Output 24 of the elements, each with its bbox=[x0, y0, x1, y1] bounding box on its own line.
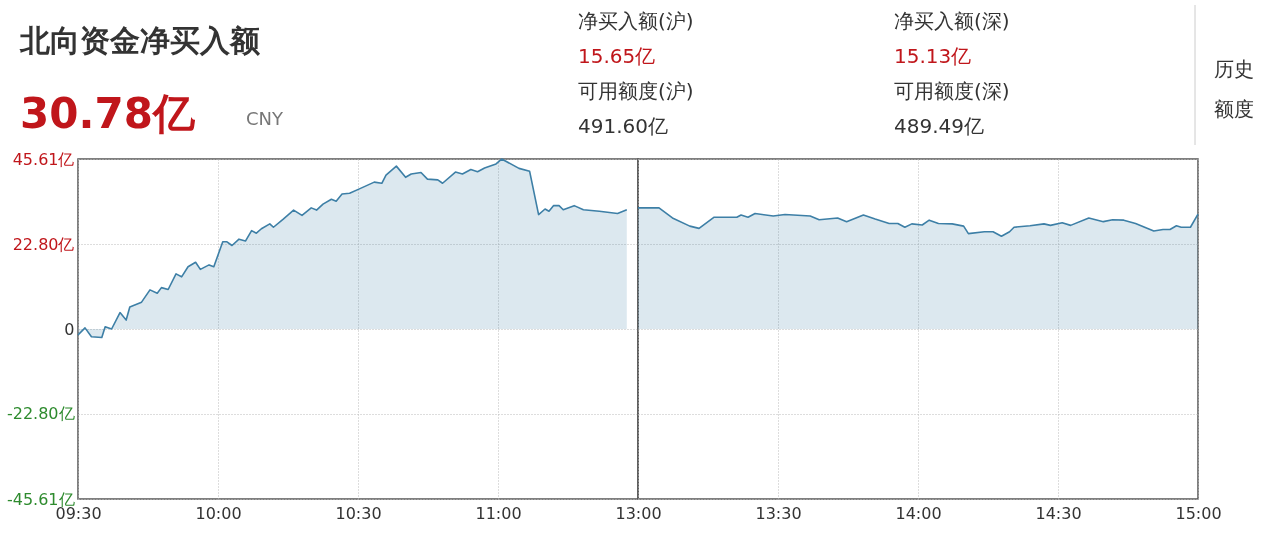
text: 净买入额(沪) bbox=[578, 9, 694, 33]
text: 15.13亿 bbox=[894, 44, 972, 68]
y-tick-label: -22.80亿 bbox=[6, 404, 75, 424]
text: 491.60亿 bbox=[578, 114, 668, 138]
text: 30.78亿 bbox=[20, 89, 196, 138]
text: 489.49亿 bbox=[894, 114, 984, 138]
y-tick-label: 22.80亿 bbox=[12, 234, 75, 254]
text: CNY bbox=[246, 108, 285, 129]
x-tick-label: 10:30 bbox=[335, 503, 382, 523]
text: 可用额度(深) bbox=[894, 79, 1010, 103]
x-tick-label: 13:00 bbox=[615, 503, 662, 523]
chart-title: 北向资金净买入额 bbox=[19, 23, 260, 58]
text: 净买入额(深) bbox=[894, 9, 1010, 33]
x-tick-label: 13:30 bbox=[755, 503, 802, 523]
y-tick-label: 45.61亿 bbox=[12, 149, 75, 169]
x-tick-label: 14:30 bbox=[1035, 503, 1082, 523]
x-tick-label: 10:00 bbox=[195, 503, 242, 523]
x-tick-label: 14:00 bbox=[895, 503, 942, 523]
text: 15.65亿 bbox=[578, 44, 656, 68]
x-tick-label: 11:00 bbox=[475, 503, 522, 523]
text: 历史额度 bbox=[1214, 57, 1254, 121]
x-tick-label: 15:00 bbox=[1175, 503, 1222, 523]
y-tick-label: 0 bbox=[64, 319, 75, 339]
text: 可用额度(沪) bbox=[578, 79, 694, 103]
